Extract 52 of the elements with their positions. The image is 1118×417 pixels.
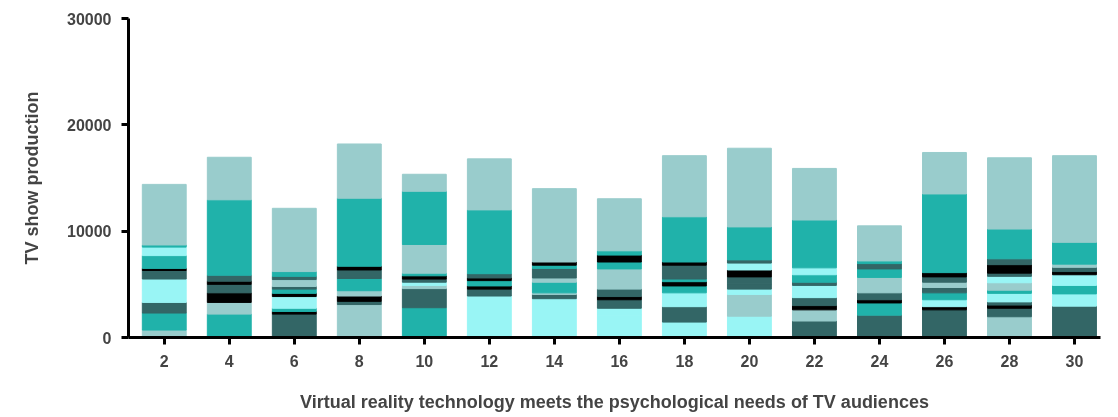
x-tick-label: 22 [805,352,824,370]
x-tick-label: 8 [354,352,364,370]
x-tick-label: 12 [480,352,499,370]
bar [791,274,837,283]
bar [661,155,707,218]
bar [206,199,252,276]
bar [141,270,187,280]
x-tick-label: 16 [610,352,629,370]
bar [987,157,1032,230]
y-tick-label: 20000 [67,116,112,134]
x-axis-title: Virtual reality technology meets the psychological needs of TV audiences [300,391,929,412]
x-tick-label: 2 [159,352,169,370]
x-tick-label: 10 [415,352,434,370]
bar [922,193,967,274]
bar [791,305,837,311]
bar [726,147,772,228]
x-tick-label: 26 [935,352,954,370]
bar [661,306,707,323]
bar [857,299,902,304]
x-tick-label: 24 [870,352,889,370]
bar [271,207,317,273]
bar [401,190,447,245]
x-tick-label: 18 [675,352,694,370]
x-tick-label: 28 [1000,352,1019,370]
x-tick-label: 20 [740,352,759,370]
y-tick-label: 30000 [67,10,112,28]
bar [791,167,837,221]
bar [987,228,1032,260]
bar [531,298,577,338]
x-tick-label: 14 [545,352,564,370]
bar [661,281,707,287]
y-tick-label: 10000 [67,223,112,241]
bar [141,183,187,246]
bar [726,226,772,261]
bar [791,219,837,269]
bar [596,198,642,252]
bar [466,295,512,338]
bar [661,216,707,263]
bar [596,250,642,256]
bar [401,173,447,192]
y-axis-title: TV show production [22,91,43,265]
x-tick-label: 4 [224,352,234,370]
bar [401,288,447,309]
bar [791,297,837,307]
x-tick-label: 30 [1065,352,1084,370]
bar [466,273,512,279]
bar [922,151,967,195]
x-tick-label: 6 [289,352,299,370]
bar [206,292,252,303]
bar [466,209,512,275]
bar [531,267,577,279]
y-tick-label: 0 [102,329,112,347]
